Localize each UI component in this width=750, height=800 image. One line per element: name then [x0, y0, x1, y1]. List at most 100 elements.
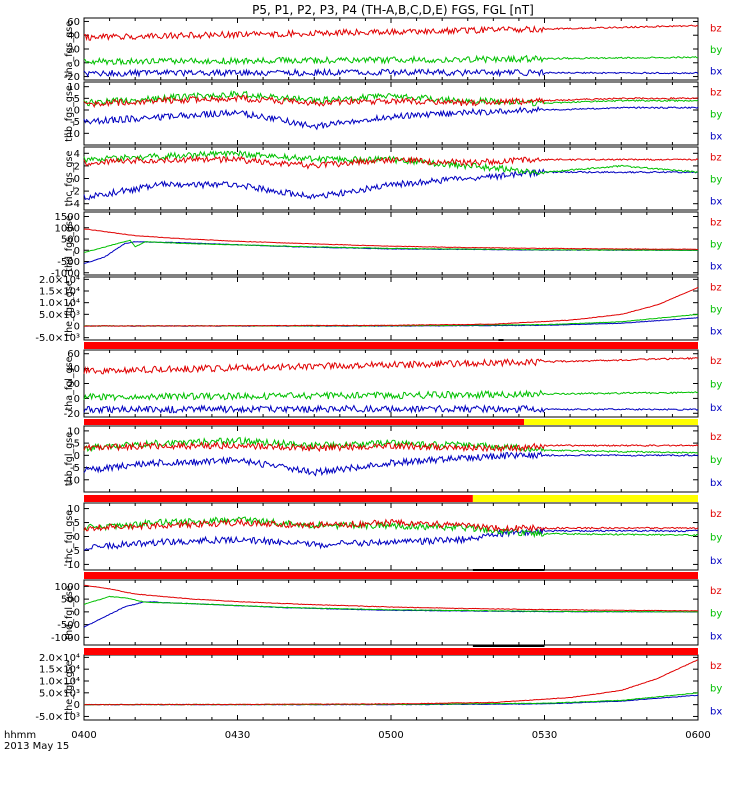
series-line-by	[83, 389, 699, 402]
series-line-by	[83, 516, 698, 539]
series-line-bz	[83, 517, 699, 533]
series-line-bz	[84, 659, 699, 706]
x-tick-label: 0430	[225, 730, 250, 741]
legend-bx: bx	[710, 631, 722, 642]
series-line-bx	[83, 601, 699, 628]
y-tick-label: 2.0×10⁴	[39, 275, 80, 286]
series-line-by	[83, 239, 699, 253]
flag-segment	[84, 495, 473, 502]
legend-by: by	[710, 455, 722, 466]
y-tick-label: 5.0×10³	[39, 688, 80, 699]
y-axis-label: the_fgl_gse	[64, 660, 75, 714]
y-tick-label: 0	[74, 58, 80, 69]
x-tick-label: 0600	[685, 730, 710, 741]
x-tick-label: 0500	[378, 730, 403, 741]
y-tick-label: 0	[74, 700, 80, 711]
legend-bz: bz	[710, 586, 722, 597]
y-tick-label: 0	[74, 451, 80, 462]
y-axis-label: thc_fgs_gse	[64, 151, 75, 207]
legend-bx: bx	[710, 403, 722, 414]
y-tick-label: -10	[64, 475, 80, 486]
y-tick-label: -1000	[51, 633, 80, 644]
legend-by: by	[710, 175, 722, 186]
series-line-bz	[83, 584, 699, 612]
series-line-by	[83, 595, 699, 613]
series-line-bx	[83, 694, 699, 706]
y-tick-label: -500	[57, 257, 80, 268]
legend-bz: bz	[710, 87, 722, 98]
y-tick-label: 60	[67, 17, 80, 28]
flag-bar	[84, 419, 698, 425]
series-line-bz	[83, 356, 699, 375]
legend-bz: bz	[710, 509, 722, 520]
series-line-by	[83, 89, 699, 107]
y-tick-label: 10	[67, 426, 80, 437]
legend-by: by	[710, 240, 722, 251]
series-line-by	[83, 149, 699, 175]
panel-the_fgl_gse: -5.0×10³05.0×10³1.0×10⁴1.5×10⁴2.0×10⁴the…	[35, 653, 722, 723]
flag-segment	[84, 648, 698, 655]
y-tick-label: 5	[74, 439, 80, 450]
y-tick-label: -10	[64, 560, 80, 571]
panel-frame	[83, 654, 699, 721]
y-tick-label: 0	[74, 322, 80, 333]
panel-frame	[83, 81, 699, 146]
legend-bx: bx	[710, 262, 722, 273]
y-axis-label: thd_fgs_gse	[64, 215, 75, 272]
series-line-bz	[83, 155, 699, 170]
y-tick-label: 0	[74, 246, 80, 257]
y-tick-label: 0	[74, 394, 80, 405]
y-tick-label: -20	[64, 72, 80, 83]
y-tick-label: -4	[70, 199, 80, 210]
series-line-bx	[83, 526, 699, 551]
y-tick-label: -20	[64, 409, 80, 420]
y-tick-label: 4	[74, 149, 80, 160]
y-tick-label: -10	[64, 129, 80, 140]
y-tick-label: 5	[74, 518, 80, 529]
legend-bz: bz	[710, 152, 722, 163]
date-label: 2013 May 15	[4, 741, 69, 752]
x-tick-label: 0400	[71, 730, 96, 741]
series-line-bx	[83, 67, 699, 78]
legend-bx: bx	[710, 67, 722, 78]
y-tick-label: 1000	[55, 582, 80, 593]
legend-bz: bz	[710, 356, 722, 367]
flag-segment	[84, 342, 698, 349]
y-axis-label: tha_fgl_gse	[64, 356, 75, 410]
legend-bx: bx	[710, 197, 722, 208]
legend-bx: bx	[710, 478, 722, 489]
series-line-by	[83, 54, 699, 66]
legend-by: by	[710, 609, 722, 620]
legend-by: by	[710, 533, 722, 544]
series-line-bx	[83, 451, 699, 477]
y-tick-label: 20	[67, 45, 80, 56]
series-line-bz	[83, 441, 699, 453]
y-tick-label: 40	[67, 364, 80, 375]
panel-frame	[83, 579, 699, 646]
series-line-bx	[83, 168, 699, 201]
y-tick-label: 0	[74, 106, 80, 117]
y-tick-label: 20	[67, 379, 80, 390]
series-line-bx	[83, 105, 699, 131]
y-tick-label: 2.0×10⁴	[39, 653, 80, 664]
series-line-bx	[83, 241, 699, 264]
legend-bx: bx	[710, 556, 722, 567]
legend-by: by	[710, 684, 722, 695]
series-line-bz	[83, 94, 699, 109]
time-axis: 0400 0430 0500 0530 0600	[71, 730, 710, 741]
flag-mark	[472, 645, 545, 647]
flag-segment	[472, 495, 698, 502]
legend-by: by	[710, 45, 722, 56]
x-tick-label: 0530	[532, 730, 557, 741]
y-tick-label: 40	[67, 31, 80, 42]
y-axis-label: thd_fgl_gse	[64, 585, 75, 639]
y-tick-label: -1000	[51, 268, 80, 279]
quality-flag-bars	[84, 339, 698, 655]
y-tick-label: 5	[74, 94, 80, 105]
y-axis-label: tha_fgs_gse	[64, 21, 75, 77]
y-tick-label: 1.5×10⁴	[39, 287, 80, 298]
